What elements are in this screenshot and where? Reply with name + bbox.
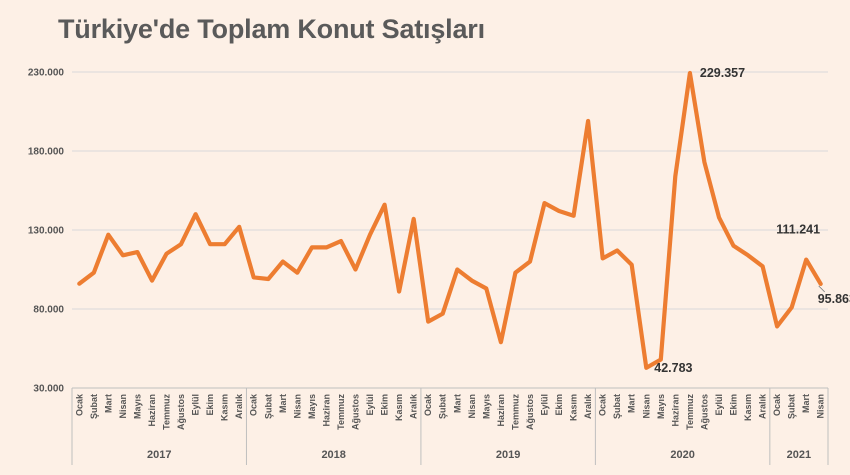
x-tick-label: Ekim (729, 394, 739, 416)
x-tick-label: Eylül (540, 394, 550, 416)
x-tick-label: Ocak (249, 393, 259, 416)
y-tick-label: 230.000 (28, 68, 65, 79)
x-tick-label: Temmuz (685, 394, 695, 430)
x-tick-label: Ekim (380, 394, 390, 416)
x-tick-label: Haziran (321, 394, 331, 427)
x-tick-label: Nisan (467, 394, 477, 419)
y-tick-label: 80.000 (33, 305, 64, 316)
x-tick-label: Ocak (423, 393, 433, 416)
x-tick-label: Şubat (263, 394, 273, 419)
x-tick-label: Kasım (569, 394, 579, 421)
x-tick-label: Temmuz (336, 394, 346, 430)
x-tick-label: Ağustos (699, 394, 709, 430)
x-tick-label: Mart (627, 394, 637, 413)
y-tick-label: 180.000 (28, 147, 65, 158)
x-tick-label: Nisan (118, 394, 128, 419)
x-tick-label: Eylül (365, 394, 375, 416)
x-tick-label: Haziran (670, 394, 680, 427)
x-tick-label: Mayıs (481, 394, 491, 419)
x-tick-label: Nisan (292, 394, 302, 419)
x-tick-label: Haziran (147, 394, 157, 427)
x-tick-label: Eylül (191, 394, 201, 416)
x-tick-label: Kasım (743, 394, 753, 421)
y-tick-label: 30.000 (33, 384, 64, 395)
x-tick-label: Mart (103, 394, 113, 413)
x-tick-label: Nisan (641, 394, 651, 419)
x-tick-label: Kasım (394, 394, 404, 421)
year-label: 2021 (787, 449, 811, 461)
x-tick-label: Aralık (758, 393, 768, 419)
x-tick-label: Şubat (612, 394, 622, 419)
x-tick-label: Mart (452, 394, 462, 413)
x-tick-label: Ocak (772, 393, 782, 416)
x-tick-label: Ocak (598, 393, 608, 416)
x-tick-label: Mart (278, 394, 288, 413)
x-tick-label: Aralık (583, 393, 593, 419)
data-label: 229.357 (700, 66, 745, 80)
data-label: 95.863 (818, 292, 850, 306)
x-tick-label: Temmuz (510, 394, 520, 430)
x-tick-label: Şubat (89, 394, 99, 419)
data-label-leader (818, 285, 826, 293)
x-tick-label: Ağustos (176, 394, 186, 430)
x-tick-label: Mart (801, 394, 811, 413)
year-label: 2018 (321, 449, 345, 461)
x-tick-label: Şubat (438, 394, 448, 419)
data-labels: 42.783 229.357 111.241 95.863 (654, 66, 850, 375)
x-axis: Ocak Şubat Mart Nisan Mayıs Haziran Temmuz Ağus… (71, 387, 829, 465)
x-tick-label: Kasım (220, 394, 230, 421)
x-tick-label: Ekim (554, 394, 564, 416)
y-axis-labels: 230.000 180.000 130.000 80.000 30.000 (28, 68, 65, 395)
series-line (77, 70, 823, 370)
x-tick-label: Ağustos (525, 394, 535, 430)
series-line-path (77, 70, 823, 370)
data-label: 111.241 (776, 223, 820, 237)
year-label: 2020 (670, 449, 694, 461)
x-tick-label: Aralık (409, 393, 419, 419)
x-tick-label: Ağustos (351, 394, 361, 430)
data-label: 42.783 (654, 361, 692, 375)
x-tick-label: Mayıs (656, 394, 666, 419)
x-tick-label: Aralık (234, 393, 244, 419)
x-tick-label: Ocak (74, 393, 84, 416)
x-tick-label: Mayıs (132, 394, 142, 419)
x-tick-label: Ekim (205, 394, 215, 416)
gridlines (72, 71, 828, 389)
year-label: 2017 (147, 449, 171, 461)
x-tick-label: Şubat (787, 394, 797, 419)
x-tick-label: Haziran (496, 394, 506, 427)
chart-title: Türkiye'de Toplam Konut Satışları (58, 14, 485, 44)
x-tick-label: Nisan (816, 394, 826, 419)
y-tick-label: 130.000 (28, 226, 65, 237)
x-tick-label: Temmuz (162, 394, 172, 430)
x-tick-label: Mayıs (307, 394, 317, 419)
x-tick-label: Eylül (714, 394, 724, 416)
year-label: 2019 (496, 449, 520, 461)
